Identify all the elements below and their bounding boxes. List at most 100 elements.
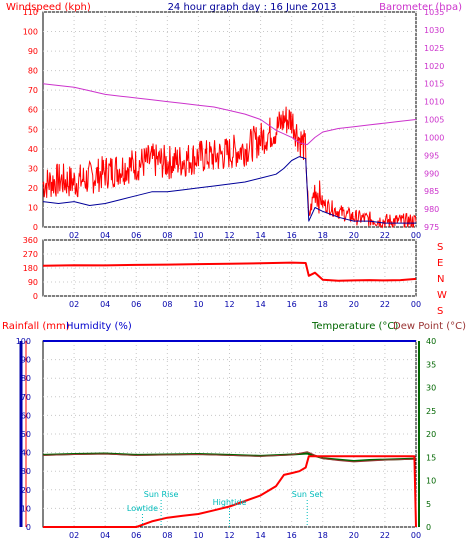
barometer-axis-label: Barometer (hpa): [379, 2, 462, 13]
x-tick-label: 10: [193, 231, 203, 240]
wind-direction-line: [42, 261, 417, 282]
wind-y-tick-label: 100: [23, 28, 38, 37]
x-tick-label: 06: [131, 231, 141, 240]
dir-letter-n: N: [437, 274, 444, 285]
x-tick-label: 22: [380, 531, 390, 540]
x-tick-label: 08: [162, 300, 172, 309]
baro-y-tick-label: 1030: [424, 26, 444, 35]
dir-letter-e: E: [437, 258, 443, 269]
temp-y-tick-label: 40: [426, 337, 436, 346]
x-tick-label: 16: [287, 231, 297, 240]
wind-y-tick-label: 80: [28, 67, 38, 76]
x-tick-label: 20: [349, 300, 359, 309]
x-tick-label: 00: [411, 300, 421, 309]
x-tick-label: 14: [255, 231, 265, 240]
temp-y-tick-label: 30: [426, 384, 436, 393]
x-tick-label: 16: [287, 531, 297, 540]
x-tick-label: 02: [69, 231, 79, 240]
baro-y-tick-label: 975: [424, 223, 439, 232]
dir-y-tick-label: 90: [28, 278, 38, 287]
temp-y-tick-label: 20: [426, 430, 436, 439]
x-tick-label: 20: [349, 531, 359, 540]
wind-y-tick-label: 40: [28, 145, 38, 154]
x-tick-label: 06: [131, 531, 141, 540]
dir-y-tick-label: 360: [23, 236, 38, 245]
x-tick-label: 20: [349, 231, 359, 240]
x-tick-label: 06: [131, 300, 141, 309]
baro-y-tick-label: 1025: [424, 44, 444, 53]
annotation-label: Hightide: [213, 498, 247, 507]
rainfall-line: [43, 455, 417, 528]
dir-letter-s-bottom: S: [437, 306, 443, 317]
x-tick-label: 14: [255, 531, 265, 540]
grid-lines: [43, 11, 417, 528]
x-tick-label: 12: [224, 300, 234, 309]
baro-y-tick-label: 990: [424, 169, 439, 178]
x-tick-label: 08: [162, 531, 172, 540]
x-tick-label: 12: [224, 531, 234, 540]
wind-y-tick-label: 30: [28, 164, 38, 173]
windspeed-avg-line: [42, 156, 416, 224]
x-tick-label: 02: [69, 300, 79, 309]
annotation-label: Sun Rise: [144, 490, 179, 499]
dir-letter-s-top: S: [437, 242, 443, 253]
x-tick-label: 18: [318, 300, 328, 309]
rain-y-tick-label: 100: [16, 337, 31, 346]
x-tick-label: 10: [193, 300, 203, 309]
humidity-axis-label: Humidity (%): [66, 321, 132, 332]
dir-y-tick-label: 270: [23, 250, 38, 259]
wind-y-tick-label: 20: [28, 184, 38, 193]
rainfall-axis-label: Rainfall (mm): [2, 321, 70, 332]
x-tick-label: 18: [318, 531, 328, 540]
x-tick-label: 04: [100, 531, 110, 540]
baro-y-tick-label: 1020: [424, 62, 444, 71]
temp-y-tick-label: 15: [426, 453, 436, 462]
x-tick-label: 22: [380, 300, 390, 309]
baro-y-tick-label: 1000: [424, 133, 444, 142]
wind-y-tick-label: 50: [28, 125, 38, 134]
baro-y-tick-label: 1005: [424, 116, 444, 125]
baro-y-tick-label: 1035: [424, 8, 444, 17]
wind-y-tick-label: 70: [28, 86, 38, 95]
x-tick-label: 16: [287, 300, 297, 309]
temp-y-tick-label: 5: [426, 500, 431, 509]
baro-y-tick-label: 995: [424, 151, 439, 160]
x-tick-label: 02: [69, 531, 79, 540]
x-tick-label: 00: [411, 231, 421, 240]
x-tick-label: 10: [193, 531, 203, 540]
annotation-label: Lowtide: [127, 504, 158, 513]
wind-y-tick-label: 10: [28, 203, 38, 212]
wind-y-tick-label: 60: [28, 106, 38, 115]
wind-panel: [42, 11, 417, 228]
x-tick-label: 22: [380, 231, 390, 240]
x-tick-label: 08: [162, 231, 172, 240]
dir-letter-w: W: [437, 290, 447, 301]
wind-y-tick-label: 110: [23, 8, 38, 17]
baro-y-tick-label: 1010: [424, 98, 444, 107]
baro-y-tick-label: 980: [424, 205, 439, 214]
windspeed-gust-line: [42, 106, 417, 229]
x-tick-label: 12: [224, 231, 234, 240]
dir-y-tick-label: 0: [33, 292, 38, 301]
baro-y-tick-label: 1015: [424, 80, 444, 89]
chart-title: 24 hour graph day : 16 June 2013: [168, 2, 337, 13]
x-tick-label: 00: [411, 531, 421, 540]
dir-y-tick-label: 180: [23, 264, 38, 273]
temp-y-tick-label: 25: [426, 407, 436, 416]
annotation-label: Sun Set: [292, 490, 323, 499]
rain-y-tick-label: 0: [26, 523, 31, 532]
wind-y-tick-label: 90: [28, 47, 38, 56]
dewpoint-axis-label: Dew Point (°C): [393, 321, 466, 332]
x-tick-label: 04: [100, 231, 110, 240]
temp-y-tick-label: 10: [426, 477, 436, 486]
wind-y-tick-label: 0: [33, 223, 38, 232]
dewpoint-line: [42, 451, 417, 463]
x-tick-label: 14: [255, 300, 265, 309]
x-tick-label: 04: [100, 300, 110, 309]
temp-y-tick-label: 35: [426, 360, 436, 369]
data-marks: Lowtide Sun Rise Hightide Sun Set: [19, 83, 420, 528]
baro-y-tick-label: 985: [424, 187, 439, 196]
barometer-line: [42, 83, 417, 146]
